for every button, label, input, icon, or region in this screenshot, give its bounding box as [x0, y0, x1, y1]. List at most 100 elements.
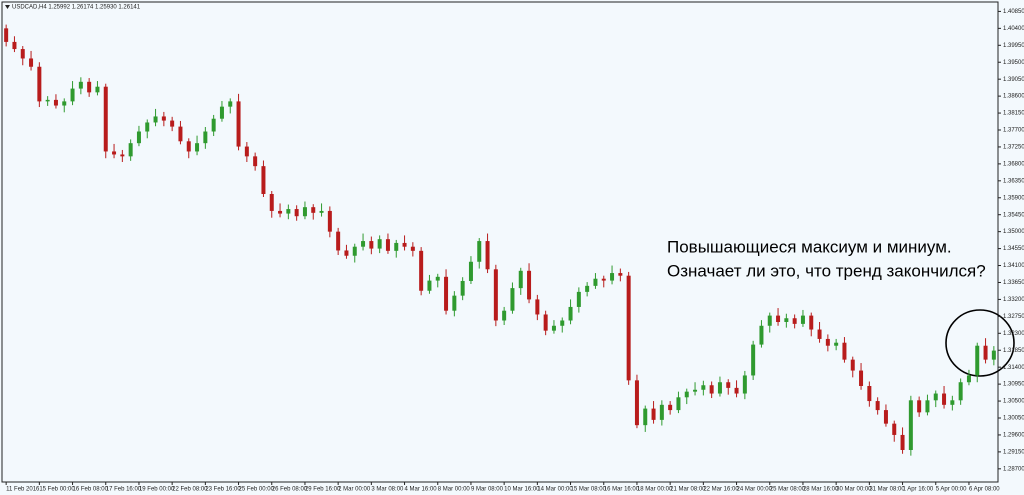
y-tick-label: 1.36800: [1003, 161, 1024, 167]
candle-body: [825, 338, 830, 346]
candle-body: [842, 342, 847, 360]
x-tick-label: 31 Mar 08:00: [869, 487, 905, 493]
candle-body: [917, 400, 922, 413]
candle-body: [535, 299, 540, 315]
candle-body: [485, 241, 490, 270]
candle-body: [809, 315, 814, 330]
candle-body: [37, 66, 42, 102]
candle-body: [228, 101, 233, 107]
candle-body: [543, 314, 548, 331]
candle-body: [236, 101, 241, 147]
candle-body: [659, 404, 664, 420]
candle-body: [502, 310, 507, 321]
candle-body: [336, 231, 341, 251]
candle-body: [626, 275, 631, 381]
y-tick-label: 1.37700: [1003, 128, 1024, 134]
candle-body: [170, 120, 175, 127]
candle-body: [817, 329, 822, 339]
candle-body: [327, 210, 332, 232]
x-tick-label: 10 Mar 16:00: [504, 487, 540, 493]
candle-body: [900, 434, 905, 450]
candle-body: [70, 88, 75, 102]
x-tick-label: 28 Mar 16:00: [803, 487, 839, 493]
candle-body: [45, 99, 50, 102]
candle-body: [983, 345, 988, 360]
y-tick-label: 1.40400: [1003, 26, 1024, 32]
x-tick-label: 17 Feb 16:00: [106, 487, 142, 493]
candle-body: [468, 261, 473, 281]
candle-body: [950, 400, 955, 405]
candle-body: [551, 325, 556, 331]
candle-body: [29, 58, 34, 67]
y-tick-label: 1.31850: [1003, 348, 1024, 354]
candle-body: [892, 423, 897, 435]
y-tick-label: 1.35900: [1003, 195, 1024, 201]
y-tick-label: 1.37250: [1003, 145, 1024, 151]
x-tick-label: 16 Feb 08:00: [73, 487, 109, 493]
candle-body: [742, 375, 747, 394]
candle-body: [701, 385, 706, 390]
candle-body: [560, 320, 565, 326]
candle-body: [576, 291, 581, 307]
candle-body: [726, 382, 731, 388]
candle-body: [20, 49, 25, 59]
x-tick-label: 16 Mar 16:00: [604, 487, 640, 493]
y-tick-label: 1.40850: [1003, 9, 1024, 15]
y-tick-label: 1.30050: [1003, 416, 1024, 422]
candle-body: [759, 325, 764, 345]
y-tick-label: 1.34100: [1003, 263, 1024, 269]
y-tick-label: 1.33650: [1003, 280, 1024, 286]
candle-body: [12, 41, 17, 50]
y-tick-label: 1.39950: [1003, 43, 1024, 49]
x-tick-label: 25 Mar 08:00: [770, 487, 806, 493]
y-tick-label: 1.33200: [1003, 297, 1024, 303]
candle-body: [734, 387, 739, 394]
y-tick-label: 1.36350: [1003, 178, 1024, 184]
candle-body: [311, 207, 316, 213]
candle-body: [352, 246, 357, 256]
candle-body: [62, 101, 67, 106]
candle-body: [792, 318, 797, 324]
candle-body: [4, 28, 9, 42]
candle-body: [344, 250, 349, 256]
candle-body: [261, 166, 266, 194]
candle-body: [244, 146, 249, 157]
candle-body: [444, 276, 449, 311]
y-tick-label: 1.28700: [1003, 466, 1024, 472]
y-tick-label: 1.35450: [1003, 212, 1024, 218]
candle-body: [53, 99, 58, 106]
y-tick-label: 1.35000: [1003, 229, 1024, 235]
x-tick-label: 29 Feb 16:00: [305, 487, 341, 493]
x-tick-label: 30 Mar 00:00: [836, 487, 872, 493]
candle-body: [510, 288, 515, 311]
candle-body: [942, 393, 947, 405]
candle-body: [908, 400, 913, 450]
candle-body: [518, 270, 523, 289]
candle-body: [427, 280, 432, 291]
y-tick-label: 1.29600: [1003, 433, 1024, 439]
candle-body: [966, 375, 971, 383]
candle-body: [136, 131, 141, 144]
candle-body: [975, 345, 980, 376]
candle-body: [751, 344, 756, 376]
candle-body: [643, 408, 648, 426]
candle-body: [211, 118, 216, 132]
x-tick-label: 21 Mar 08:00: [670, 487, 706, 493]
x-tick-label: 5 Apr 00:00: [936, 487, 967, 493]
candle-body: [219, 106, 224, 119]
x-tick-label: 22 Feb 08:00: [172, 487, 208, 493]
x-tick-label: 8 Mar 00:00: [438, 487, 471, 493]
candle-body: [767, 315, 772, 326]
candle-body: [128, 143, 133, 157]
candle-body: [925, 400, 930, 413]
x-tick-label: 15 Feb 00:00: [39, 487, 75, 493]
candle-body: [618, 273, 623, 276]
x-tick-label: 9 Mar 08:00: [471, 487, 504, 493]
candle-body: [867, 386, 872, 402]
annotation: Повышающиеся максиум и миниум.: [667, 237, 952, 256]
candle-body: [410, 246, 415, 251]
y-tick-label: 1.30500: [1003, 399, 1024, 405]
candle-body: [610, 273, 615, 281]
candle-body: [585, 285, 590, 292]
candle-body: [103, 86, 108, 152]
